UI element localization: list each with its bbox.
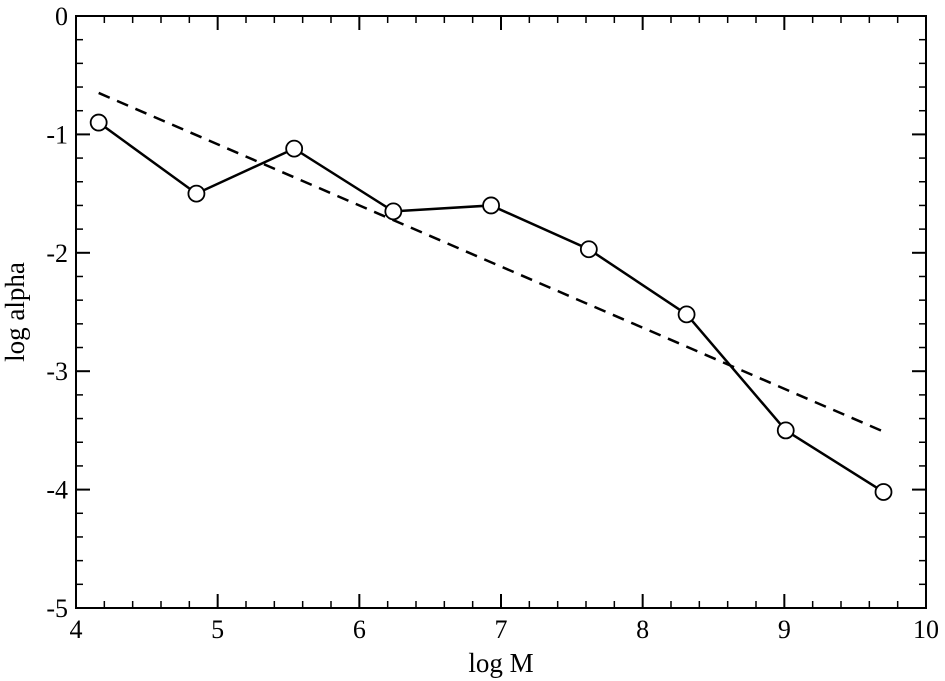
axis-ticks xyxy=(75,15,927,609)
data-point xyxy=(285,139,304,158)
x-tick-label: 8 xyxy=(636,615,649,644)
x-tick-label: 9 xyxy=(778,615,791,644)
series-layer xyxy=(89,91,893,501)
data-point xyxy=(482,196,500,215)
fit-line xyxy=(98,91,884,433)
data-point xyxy=(384,202,403,221)
data-line xyxy=(97,121,885,494)
data-point xyxy=(677,305,696,324)
data-point xyxy=(187,184,206,203)
data-point xyxy=(89,113,108,132)
x-tick-label: 5 xyxy=(211,615,224,644)
plot-frame xyxy=(75,15,927,609)
x-tick-label: 6 xyxy=(353,615,366,644)
y-tick-label: -4 xyxy=(46,476,68,505)
y-tick-label: -1 xyxy=(46,120,68,149)
x-tick-label: 10 xyxy=(913,615,939,644)
data-point xyxy=(874,483,893,501)
y-tick-label: -3 xyxy=(46,357,68,386)
y-tick-label: 0 xyxy=(55,2,68,31)
y-tick-label: -5 xyxy=(46,594,68,623)
x-tick-label: 7 xyxy=(495,615,508,644)
data-point xyxy=(579,240,598,259)
x-axis-title: log M xyxy=(468,648,533,678)
axis-tick-labels: 4 5 6 7 8 9 10 0 -1 -2 -3 -4 -5 xyxy=(46,2,939,644)
y-tick-label: -2 xyxy=(46,239,68,268)
y-axis-title: log alpha xyxy=(0,262,30,362)
data-point xyxy=(776,421,795,440)
x-tick-label: 4 xyxy=(70,615,83,644)
